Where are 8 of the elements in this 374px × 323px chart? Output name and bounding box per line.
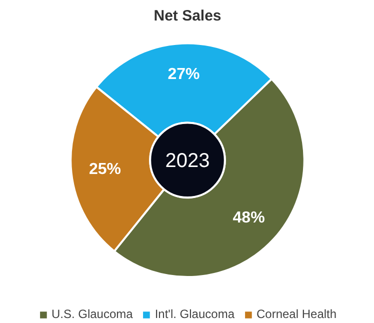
legend-label: Int'l. Glaucoma bbox=[154, 307, 234, 321]
data-label: 48% bbox=[232, 210, 265, 227]
chart-title: Net Sales bbox=[154, 8, 222, 24]
text: 2023 bbox=[165, 150, 210, 172]
legend-label: U.S. Glaucoma bbox=[51, 307, 133, 321]
data-label: 27% bbox=[168, 66, 200, 83]
legend-label: Corneal Health bbox=[256, 307, 337, 321]
data-label: 25% bbox=[88, 160, 122, 178]
